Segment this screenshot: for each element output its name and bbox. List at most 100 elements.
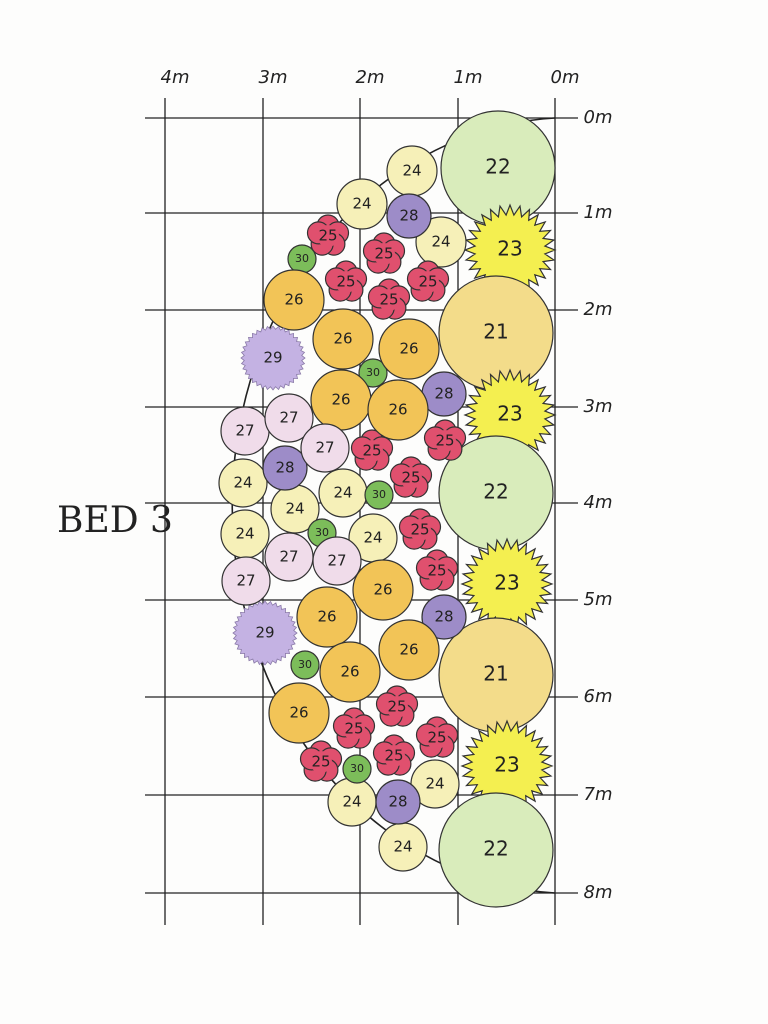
plant: 21 bbox=[438, 617, 554, 733]
plant-label: 28 bbox=[275, 459, 294, 477]
plant: 24 bbox=[336, 178, 388, 230]
plant: 30 bbox=[290, 650, 320, 680]
plant: 22 bbox=[440, 110, 556, 226]
plant-center bbox=[317, 225, 339, 247]
plant-circle bbox=[415, 216, 467, 268]
plant-circle bbox=[296, 586, 358, 648]
plant: 25 bbox=[415, 549, 459, 591]
plant-label: 26 bbox=[331, 391, 350, 409]
plant-label: 25 bbox=[379, 291, 398, 309]
top-scale-label: 1m bbox=[454, 67, 483, 88]
plant-center bbox=[373, 243, 395, 265]
plants: 22 23 21 23 22 23 21 23 22 24 24 24 24 24 24 24 24 24 24 24… bbox=[218, 110, 557, 908]
plant: 22 bbox=[438, 435, 554, 551]
plant-circle bbox=[263, 269, 325, 331]
plant-label: 28 bbox=[434, 385, 453, 403]
plant: 30 bbox=[342, 754, 372, 784]
plant: 28 bbox=[386, 193, 432, 239]
plant-label: 29 bbox=[263, 349, 282, 367]
plant-circle bbox=[312, 536, 362, 586]
plant-label: 27 bbox=[279, 548, 298, 566]
plant-center bbox=[343, 718, 365, 740]
plant-label: 22 bbox=[485, 155, 510, 179]
side-scale-label: 5m bbox=[584, 589, 613, 610]
plant-circle bbox=[421, 594, 467, 640]
plant-center bbox=[310, 751, 332, 773]
plant: 28 bbox=[375, 779, 421, 825]
plant-label: 25 bbox=[336, 273, 355, 291]
plant-label: 27 bbox=[279, 409, 298, 427]
plant-circle bbox=[378, 318, 440, 380]
plant-label: 22 bbox=[483, 837, 508, 861]
plant-label: 26 bbox=[289, 704, 308, 722]
plant-label: 25 bbox=[344, 720, 363, 738]
plant: 26 bbox=[310, 369, 372, 431]
plant-label: 30 bbox=[315, 526, 329, 539]
plant: 25 bbox=[306, 214, 350, 256]
plant-center bbox=[335, 271, 357, 293]
plant-label: 23 bbox=[494, 571, 519, 595]
plant: 25 bbox=[299, 740, 343, 782]
plant: 25 bbox=[362, 232, 406, 274]
plant-circle bbox=[367, 379, 429, 441]
plant-label: 24 bbox=[431, 233, 450, 251]
plant-center bbox=[378, 289, 400, 311]
side-scale-label: 7m bbox=[584, 784, 613, 805]
plant-center bbox=[434, 430, 456, 452]
plant: 25 bbox=[350, 429, 394, 471]
plant-center bbox=[409, 519, 431, 541]
plant: 24 bbox=[410, 759, 460, 809]
plant-label: 23 bbox=[494, 753, 519, 777]
plant-label: 25 bbox=[318, 227, 337, 245]
plant-fuzzy bbox=[232, 600, 298, 666]
plant: 22 bbox=[438, 792, 554, 908]
plant-label: 26 bbox=[373, 581, 392, 599]
plant-label: 23 bbox=[497, 237, 522, 261]
plant: 30 bbox=[287, 244, 317, 274]
plant: 26 bbox=[378, 619, 440, 681]
plant-circle bbox=[342, 754, 372, 784]
plant-label: 25 bbox=[435, 432, 454, 450]
plant: 24 bbox=[270, 484, 320, 534]
plant: 25 bbox=[367, 278, 411, 320]
plant-circle bbox=[438, 792, 554, 908]
plant-label: 30 bbox=[350, 762, 364, 775]
plant: 26 bbox=[296, 586, 358, 648]
top-scale-label: 3m bbox=[259, 67, 288, 88]
plant: 24 bbox=[327, 777, 377, 827]
side-scale-label: 4m bbox=[584, 492, 613, 513]
plant: 25 bbox=[415, 716, 459, 758]
plant: 23 bbox=[463, 203, 557, 297]
plant: 25 bbox=[324, 260, 368, 302]
plant: 29 bbox=[232, 600, 298, 666]
plant-sunburst bbox=[460, 537, 554, 631]
plant-circle bbox=[221, 556, 271, 606]
side-scale-label: 0m bbox=[584, 107, 613, 128]
plant-label: 25 bbox=[384, 747, 403, 765]
plant: 27 bbox=[264, 532, 314, 582]
plant-center bbox=[383, 745, 405, 767]
plant: 30 bbox=[358, 358, 388, 388]
plant-center bbox=[361, 440, 383, 462]
plant-sunburst bbox=[460, 719, 554, 813]
plant-label: 26 bbox=[340, 663, 359, 681]
plant-circle bbox=[358, 358, 388, 388]
plant: 26 bbox=[378, 318, 440, 380]
plant: 29 bbox=[240, 325, 306, 391]
plant-label: 26 bbox=[388, 401, 407, 419]
side-scale-label: 6m bbox=[584, 686, 613, 707]
plant: 24 bbox=[386, 145, 438, 197]
plant-label: 22 bbox=[483, 480, 508, 504]
plant: 27 bbox=[221, 556, 271, 606]
plant: 24 bbox=[378, 822, 428, 872]
plant-label: 24 bbox=[333, 484, 352, 502]
plant-label: 27 bbox=[327, 552, 346, 570]
plant-label: 24 bbox=[402, 162, 421, 180]
plant-label: 21 bbox=[483, 320, 508, 344]
plant-center bbox=[386, 696, 408, 718]
plant-label: 25 bbox=[427, 729, 446, 747]
plant-label: 30 bbox=[372, 488, 386, 501]
plant: 23 bbox=[460, 537, 554, 631]
plant: 25 bbox=[398, 508, 442, 550]
plant: 21 bbox=[438, 275, 554, 391]
